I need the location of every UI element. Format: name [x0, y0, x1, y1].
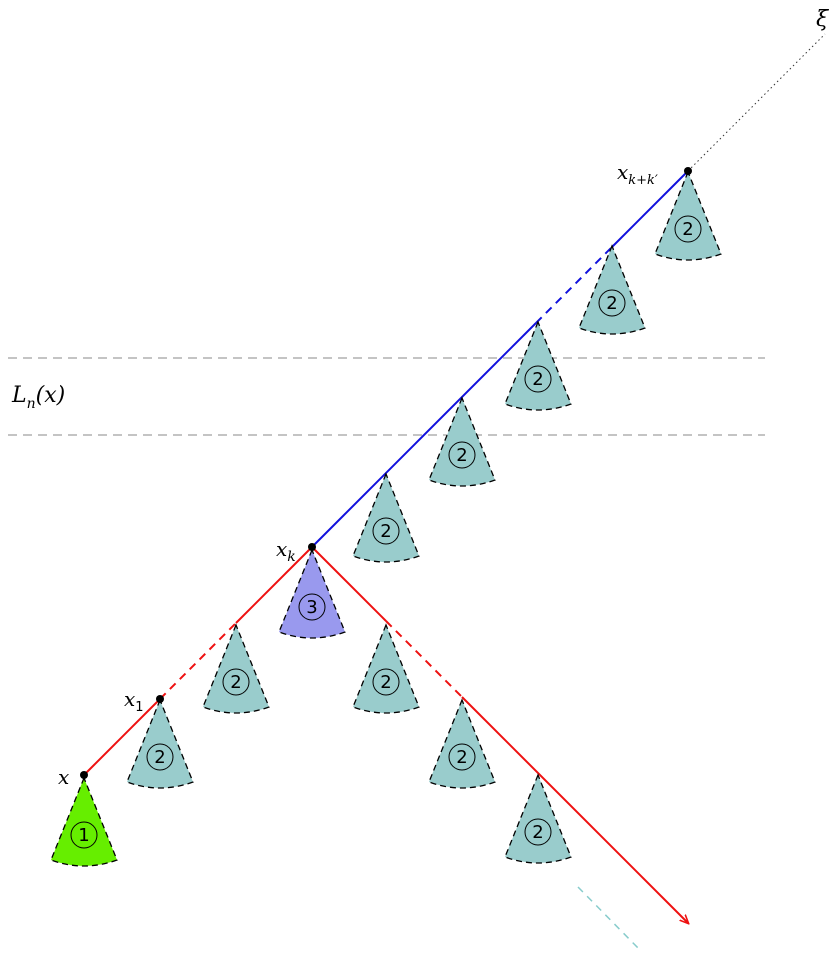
red-arrow-descend	[461, 696, 688, 923]
label-Ln-L: L	[11, 383, 27, 408]
red-path-dashed-1	[159, 622, 237, 700]
cone-2-c: 2	[352, 623, 420, 714]
label-xk-sub: k	[287, 549, 295, 565]
cone-2-e: 2	[504, 773, 572, 864]
red-path-descend-dashed	[385, 620, 463, 698]
cone-2-a-number: 2	[154, 747, 165, 768]
tail-dashed-line	[577, 886, 641, 951]
vertex-xk	[308, 543, 316, 551]
cone-3-number: 3	[306, 597, 317, 618]
cone-2-h-number: 2	[532, 369, 543, 390]
blue-path-1	[311, 322, 537, 548]
label-xk-base: x	[276, 537, 287, 561]
label-x1-sub: 1	[135, 700, 143, 715]
red-path-x-x1	[83, 698, 161, 776]
cone-2-j-number: 2	[682, 219, 693, 240]
blue-path-2	[611, 170, 689, 248]
label-xkk: xk+k′	[617, 160, 658, 188]
cone-2-a-number-circle	[146, 743, 174, 771]
cone-2-e-number: 2	[532, 822, 543, 843]
cone-1-number: 1	[78, 825, 89, 846]
cone-2-i-number-circle	[598, 289, 626, 317]
vertex-x1	[156, 695, 164, 703]
cone-1-number-circle	[70, 821, 98, 849]
cone-2-d-number: 2	[456, 747, 467, 768]
label-xk: xk	[276, 537, 296, 565]
cone-2-f-number: 2	[380, 521, 391, 542]
cone-2-c-number: 2	[380, 672, 391, 693]
cone-2-c-number-circle	[372, 668, 400, 696]
vertex-xkk	[684, 167, 692, 175]
cone-2-g: 2	[428, 396, 496, 487]
cone-2-b-number: 2	[230, 672, 241, 693]
cone-2-f-number-circle	[372, 517, 400, 545]
cone-3-number-circle	[298, 593, 326, 621]
label-x1-base: x	[124, 687, 135, 711]
label-Ln-sub: n	[27, 396, 36, 412]
cone-2-h: 2	[504, 320, 572, 411]
cone-2-f: 2	[352, 472, 420, 563]
cone-2-b-number-circle	[222, 668, 250, 696]
cone-2-e-number-circle	[524, 818, 552, 846]
label-xi: ξ	[816, 7, 830, 32]
cone-2-i: 2	[578, 244, 646, 335]
cone-2-g-number-circle	[448, 441, 476, 469]
cone-3: 3	[278, 548, 346, 639]
red-path-descend-1	[311, 546, 387, 622]
cone-2-a: 2	[126, 698, 194, 789]
vertex-x	[80, 771, 88, 779]
cone-2-b: 2	[202, 623, 270, 714]
cone-2-h-number-circle	[524, 365, 552, 393]
dotted-ray-to-xi	[687, 33, 826, 172]
cone-1: 1	[50, 776, 118, 867]
label-xkk-base: x	[617, 160, 628, 184]
cone-2-j: 2	[654, 170, 722, 261]
label-Ln-x: Ln(x)	[11, 383, 65, 412]
cone-2-i-number: 2	[606, 293, 617, 314]
label-Ln-arg: (x)	[36, 383, 66, 408]
cone-2-d-number-circle	[448, 743, 476, 771]
cone-2-j-number-circle	[674, 215, 702, 243]
blue-path-dashed	[535, 246, 613, 324]
label-xkk-sub: k+k′	[628, 173, 658, 188]
label-x1: x1	[124, 687, 144, 715]
red-path-to-xk	[235, 546, 313, 624]
cone-2-d: 2	[428, 698, 496, 789]
label-x: x	[58, 765, 69, 789]
cone-2-g-number: 2	[456, 445, 467, 466]
